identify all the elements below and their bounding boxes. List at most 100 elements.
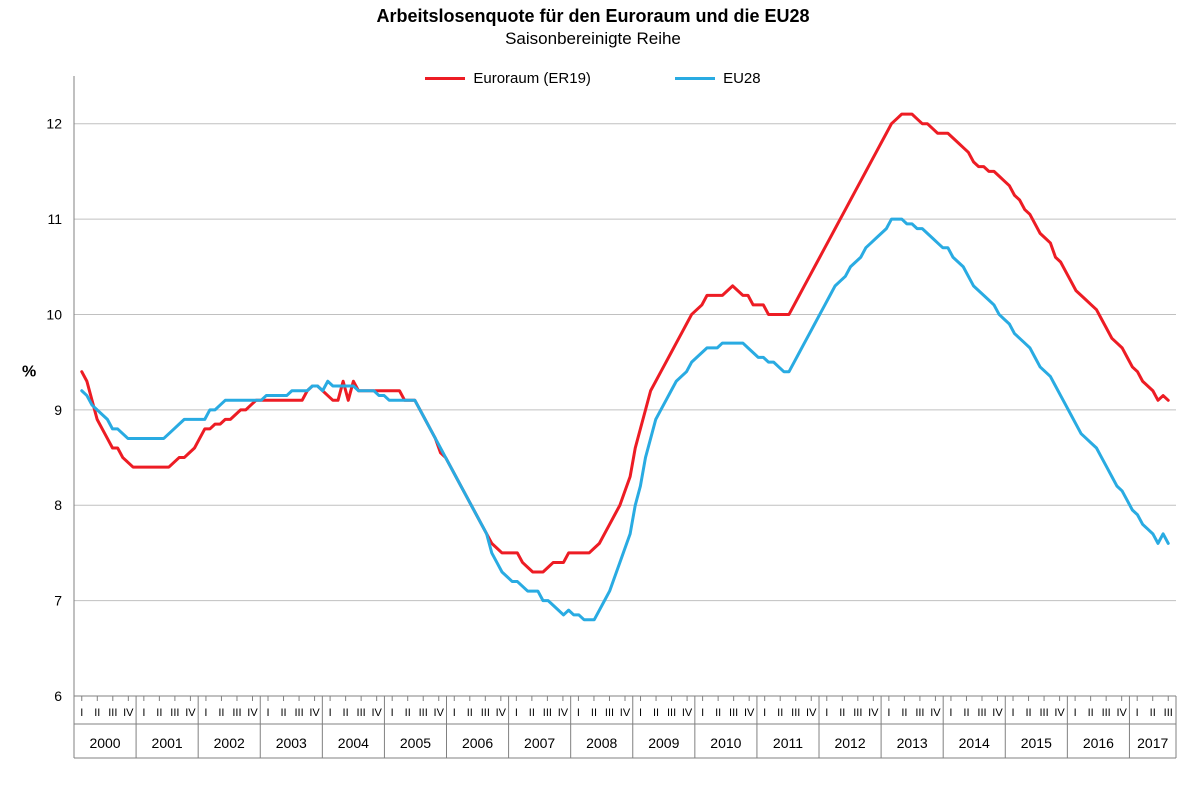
year-label: 2014 bbox=[959, 735, 990, 751]
quarter-label: I bbox=[1074, 707, 1077, 719]
quarter-label: IV bbox=[806, 707, 817, 719]
year-label: 2006 bbox=[462, 735, 493, 751]
quarter-label: II bbox=[405, 707, 411, 719]
quarter-label: I bbox=[1011, 707, 1014, 719]
quarter-label: I bbox=[515, 707, 518, 719]
quarter-label: I bbox=[453, 707, 456, 719]
year-label: 2008 bbox=[586, 735, 617, 751]
quarter-label: II bbox=[467, 707, 473, 719]
quarter-label: II bbox=[1150, 707, 1156, 719]
year-label: 2002 bbox=[214, 735, 245, 751]
y-tick-label: 11 bbox=[47, 211, 62, 227]
year-label: 2003 bbox=[276, 735, 307, 751]
quarter-label: II bbox=[1088, 707, 1094, 719]
quarter-label: II bbox=[653, 707, 659, 719]
quarter-label: I bbox=[949, 707, 952, 719]
quarter-label: III bbox=[294, 707, 303, 719]
quarter-label: III bbox=[915, 707, 924, 719]
quarter-label: I bbox=[204, 707, 207, 719]
quarter-label: IV bbox=[930, 707, 941, 719]
quarter-label: IV bbox=[992, 707, 1003, 719]
quarter-label: IV bbox=[123, 707, 134, 719]
quarter-label: III bbox=[108, 707, 117, 719]
quarter-label: II bbox=[963, 707, 969, 719]
quarter-label: I bbox=[80, 707, 83, 719]
quarter-label: II bbox=[94, 707, 100, 719]
quarter-label: I bbox=[142, 707, 145, 719]
quarter-label: II bbox=[901, 707, 907, 719]
quarter-label: IV bbox=[371, 707, 382, 719]
y-tick-label: 9 bbox=[54, 402, 62, 418]
year-label: 2016 bbox=[1083, 735, 1114, 751]
quarter-label: I bbox=[763, 707, 766, 719]
quarter-label: III bbox=[1102, 707, 1111, 719]
quarter-label: III bbox=[543, 707, 552, 719]
quarter-label: I bbox=[329, 707, 332, 719]
y-tick-label: 7 bbox=[54, 593, 62, 609]
year-label: 2000 bbox=[89, 735, 120, 751]
quarter-label: II bbox=[156, 707, 162, 719]
year-label: 2005 bbox=[400, 735, 431, 751]
quarter-label: III bbox=[791, 707, 800, 719]
year-label: 2001 bbox=[152, 735, 183, 751]
series-line bbox=[82, 219, 1168, 620]
quarter-label: I bbox=[639, 707, 642, 719]
quarter-label: II bbox=[280, 707, 286, 719]
quarter-label: II bbox=[529, 707, 535, 719]
quarter-label: III bbox=[232, 707, 241, 719]
quarter-label: IV bbox=[558, 707, 569, 719]
quarter-label: III bbox=[853, 707, 862, 719]
quarter-label: I bbox=[825, 707, 828, 719]
year-label: 2004 bbox=[338, 735, 369, 751]
y-tick-label: 6 bbox=[54, 688, 62, 704]
quarter-label: III bbox=[419, 707, 428, 719]
quarter-label: IV bbox=[434, 707, 445, 719]
quarter-label: II bbox=[715, 707, 721, 719]
quarter-label: II bbox=[591, 707, 597, 719]
quarter-label: I bbox=[887, 707, 890, 719]
year-label: 2010 bbox=[710, 735, 741, 751]
year-label: 2007 bbox=[524, 735, 555, 751]
year-label: 2012 bbox=[834, 735, 865, 751]
quarter-label: II bbox=[1025, 707, 1031, 719]
quarter-label: III bbox=[170, 707, 179, 719]
year-label: 2011 bbox=[773, 735, 803, 751]
quarter-label: I bbox=[1136, 707, 1139, 719]
year-label: 2017 bbox=[1137, 735, 1168, 751]
year-label: 2013 bbox=[897, 735, 928, 751]
quarter-label: I bbox=[577, 707, 580, 719]
y-axis-label: % bbox=[22, 364, 36, 381]
quarter-label: II bbox=[343, 707, 349, 719]
chart-container: Arbeitslosenquote für den Euroraum und d… bbox=[0, 0, 1186, 790]
quarter-label: IV bbox=[496, 707, 507, 719]
quarter-label: III bbox=[977, 707, 986, 719]
quarter-label: IV bbox=[1116, 707, 1127, 719]
quarter-label: IV bbox=[247, 707, 258, 719]
quarter-label: III bbox=[667, 707, 676, 719]
series-line bbox=[82, 114, 1168, 572]
quarter-label: III bbox=[1164, 707, 1173, 719]
quarter-label: II bbox=[777, 707, 783, 719]
quarter-label: IV bbox=[682, 707, 693, 719]
quarter-label: III bbox=[729, 707, 738, 719]
chart-plot-area: 6789101112%IIIIIIIVI2000IIIIIIVI2001IIII… bbox=[0, 0, 1186, 790]
quarter-label: IV bbox=[309, 707, 320, 719]
quarter-label: IV bbox=[1054, 707, 1065, 719]
quarter-label: III bbox=[357, 707, 366, 719]
quarter-label: III bbox=[481, 707, 490, 719]
quarter-label: III bbox=[1039, 707, 1048, 719]
quarter-label: IV bbox=[620, 707, 631, 719]
year-label: 2015 bbox=[1021, 735, 1052, 751]
y-tick-label: 10 bbox=[46, 306, 62, 322]
quarter-label: IV bbox=[185, 707, 196, 719]
quarter-label: I bbox=[391, 707, 394, 719]
quarter-label: II bbox=[839, 707, 845, 719]
year-label: 2009 bbox=[648, 735, 679, 751]
quarter-label: IV bbox=[744, 707, 755, 719]
quarter-label: I bbox=[266, 707, 269, 719]
quarter-label: IV bbox=[868, 707, 879, 719]
y-tick-label: 12 bbox=[46, 116, 62, 132]
y-tick-label: 8 bbox=[54, 497, 62, 513]
quarter-label: III bbox=[605, 707, 614, 719]
quarter-label: I bbox=[701, 707, 704, 719]
